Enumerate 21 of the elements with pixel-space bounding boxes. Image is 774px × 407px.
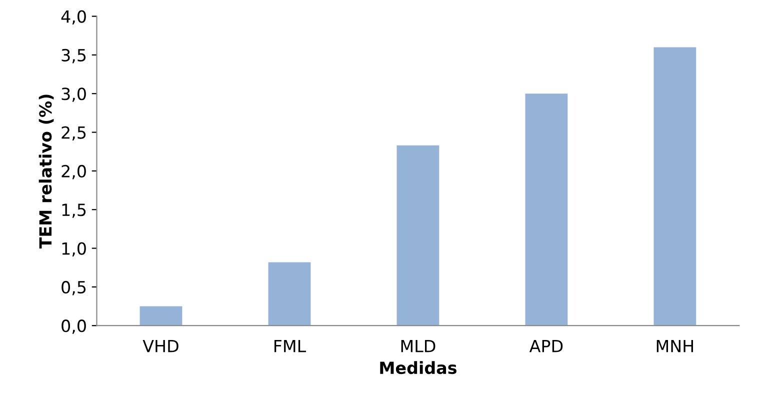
x-tick-label: MNH [656,340,693,352]
y-tick-label: 3,0 [62,88,86,102]
y-tick-label: 3,5 [62,48,86,64]
bar [396,145,440,326]
bar [140,306,182,326]
bar [525,94,568,326]
y-tick-label: 2,0 [62,164,86,180]
y-tick-label: 4,0 [61,10,86,25]
x-axis-title: Medidas [380,361,456,374]
y-tick-label: 0,0 [62,320,86,334]
bar [654,47,696,326]
x-tick-label: MLD [401,340,436,352]
y-tick-label: 1,0 [62,242,86,257]
x-tick-label: FML [274,340,306,352]
y-tick-label: 0,5 [62,280,86,296]
x-tick-label: APD [529,340,563,352]
x-tick-label: VHD [142,340,178,352]
y-tick-label: 1,5 [62,204,86,218]
y-tick-label: 2,5 [62,126,86,141]
y-axis-title: TEM relativo (%) [38,94,54,249]
bar [268,262,311,326]
